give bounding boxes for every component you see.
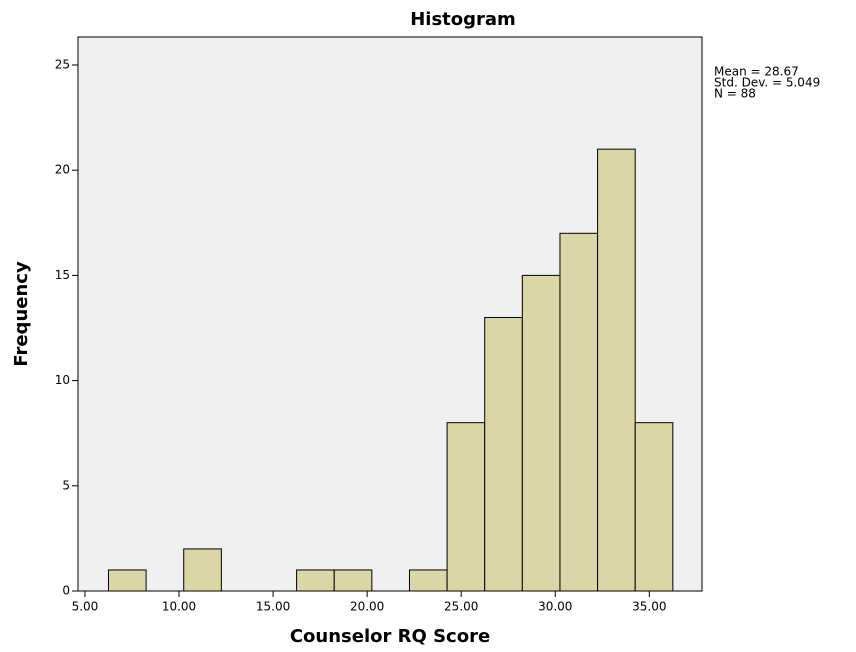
bar [296, 569, 335, 592]
bar [408, 569, 448, 592]
annotation: Mean = 28.67 [714, 65, 799, 79]
bar [521, 274, 561, 592]
bar [107, 569, 147, 592]
bar [183, 548, 222, 592]
bar [484, 316, 523, 592]
x-tick-label: 30.00 [538, 600, 572, 614]
y-axis-label: Frequency [11, 261, 32, 367]
x-tick-label: 10.00 [162, 600, 196, 614]
bar [634, 422, 674, 592]
annotation: N = 88 [714, 87, 756, 101]
y-tick-label: 20 [55, 163, 70, 177]
y-tick-label: 15 [55, 268, 70, 282]
bar [333, 569, 373, 592]
bar [446, 422, 486, 592]
x-tick-label: 15.00 [256, 600, 290, 614]
x-axis-label: Counselor RQ Score [290, 626, 490, 647]
bar [559, 232, 599, 592]
chart-title: Histogram [410, 9, 516, 30]
x-tick-label: 5.00 [72, 600, 99, 614]
annotation: Std. Dev. = 5.049 [714, 76, 820, 90]
x-tick-label: 25.00 [444, 600, 478, 614]
y-tick-label: 10 [55, 373, 70, 387]
y-tick-label: 0 [62, 584, 70, 598]
x-tick-label: 20.00 [350, 600, 384, 614]
bar [597, 148, 636, 592]
y-tick-label: 5 [62, 478, 70, 492]
x-tick-label: 35.00 [632, 600, 666, 614]
y-tick-label: 25 [55, 57, 70, 71]
